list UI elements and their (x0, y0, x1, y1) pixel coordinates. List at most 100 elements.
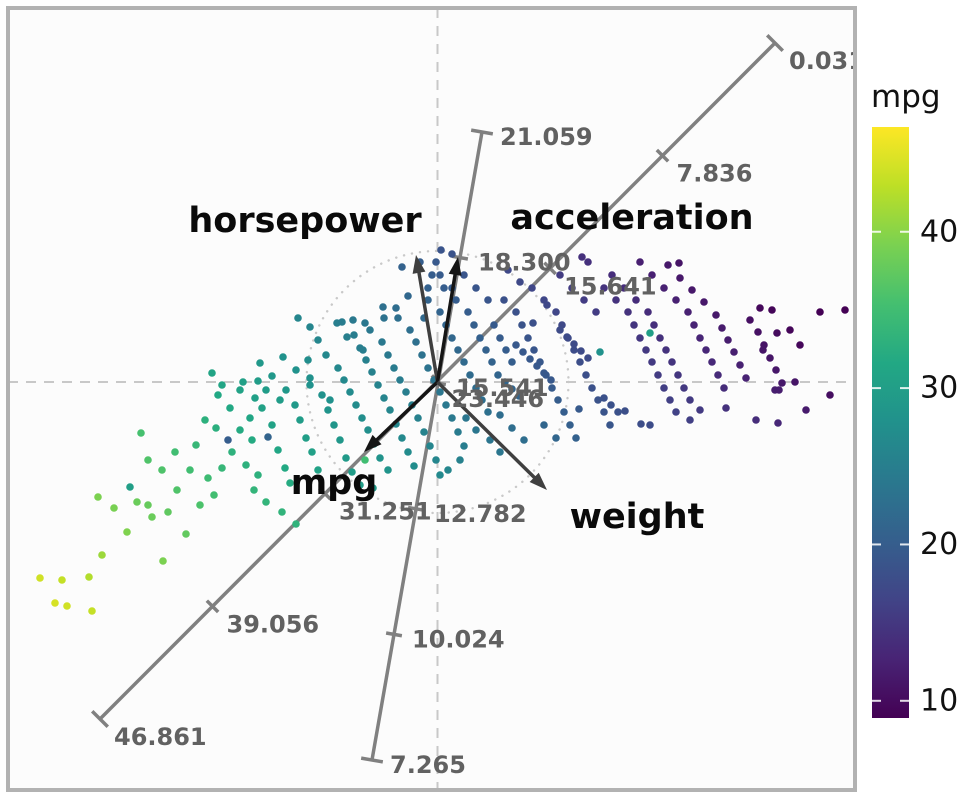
axis-tick (765, 33, 785, 53)
data-point (254, 471, 262, 479)
data-point (720, 384, 728, 392)
axis-tick (543, 261, 557, 276)
data-point (314, 336, 322, 344)
data-point (412, 338, 420, 346)
data-point (404, 292, 412, 300)
data-point (464, 308, 472, 316)
data-point (672, 408, 680, 416)
data-point (436, 388, 444, 396)
data-point (346, 388, 354, 396)
data-point (192, 441, 200, 449)
data-point (584, 354, 592, 362)
data-point (660, 284, 668, 292)
data-point (350, 331, 358, 339)
data-point (548, 384, 556, 392)
data-point (448, 414, 456, 422)
horsepower-arrowhead (412, 255, 426, 274)
data-point (540, 369, 548, 377)
data-point (414, 414, 422, 422)
data-point (256, 359, 264, 367)
axis-tick-label: 21.059 (500, 123, 593, 151)
data-point (210, 491, 218, 499)
data-point (533, 362, 541, 370)
data-point (722, 404, 730, 412)
data-point (278, 508, 286, 516)
data-point (572, 434, 580, 442)
data-point (620, 284, 628, 292)
data-point (324, 406, 332, 414)
data-point (343, 333, 351, 341)
axis-tick (90, 709, 110, 729)
data-point (543, 301, 551, 309)
data-point (268, 372, 276, 380)
data-point (730, 348, 738, 356)
data-point (452, 296, 460, 304)
data-point (432, 456, 440, 464)
data-point (262, 498, 270, 506)
data-point (566, 421, 574, 429)
colorbar: mpg 40 30 20 10 (871, 79, 958, 718)
data-point (676, 274, 684, 282)
data-point (530, 346, 538, 354)
axis-tick (470, 128, 494, 136)
data-point (484, 296, 492, 304)
data-point (239, 378, 247, 386)
data-point (570, 340, 578, 348)
axis-tick (360, 756, 384, 764)
data-point (684, 308, 692, 316)
data-point (406, 326, 414, 334)
data-point (460, 271, 468, 279)
data-point (596, 348, 604, 356)
data-point (773, 329, 781, 337)
data-point (338, 318, 346, 326)
data-point (714, 371, 722, 379)
data-point (614, 408, 622, 416)
data-point (279, 353, 287, 361)
data-point (251, 394, 259, 402)
data-point (226, 404, 234, 412)
data-point (636, 258, 644, 266)
data-point (432, 258, 440, 266)
data-point (472, 284, 480, 292)
data-point (742, 374, 750, 382)
data-point (420, 428, 428, 436)
data-point (686, 396, 694, 404)
data-point (460, 358, 468, 366)
data-point (204, 474, 212, 482)
data-point (356, 344, 364, 352)
data-point (448, 250, 456, 258)
data-point (404, 448, 412, 456)
data-point (282, 386, 290, 394)
data-point (369, 484, 377, 492)
data-point (318, 391, 326, 399)
data-point (577, 347, 585, 355)
data-point (110, 504, 118, 512)
data-point (164, 508, 172, 516)
data-point (476, 334, 484, 342)
data-point (520, 436, 528, 444)
data-point (654, 371, 662, 379)
data-point (675, 259, 683, 267)
data-point (662, 346, 670, 354)
data-point (502, 346, 510, 354)
data-point (501, 378, 509, 386)
data-point (606, 421, 614, 429)
data-point (281, 464, 289, 472)
data-point (196, 501, 204, 509)
data-point (398, 434, 406, 442)
data-point (664, 261, 672, 269)
data-point (494, 371, 502, 379)
data-point (402, 388, 410, 396)
data-point (390, 364, 398, 372)
data-point (563, 333, 571, 341)
data-point (361, 456, 369, 464)
axis-tick-label: 46.861 (114, 723, 207, 751)
data-point (426, 442, 434, 450)
data-point (308, 448, 316, 456)
data-point (508, 358, 516, 366)
data-point (600, 284, 608, 292)
colorbar-gradient (872, 127, 909, 718)
data-point (512, 308, 520, 316)
data-point (648, 271, 656, 279)
data-point (424, 284, 432, 292)
